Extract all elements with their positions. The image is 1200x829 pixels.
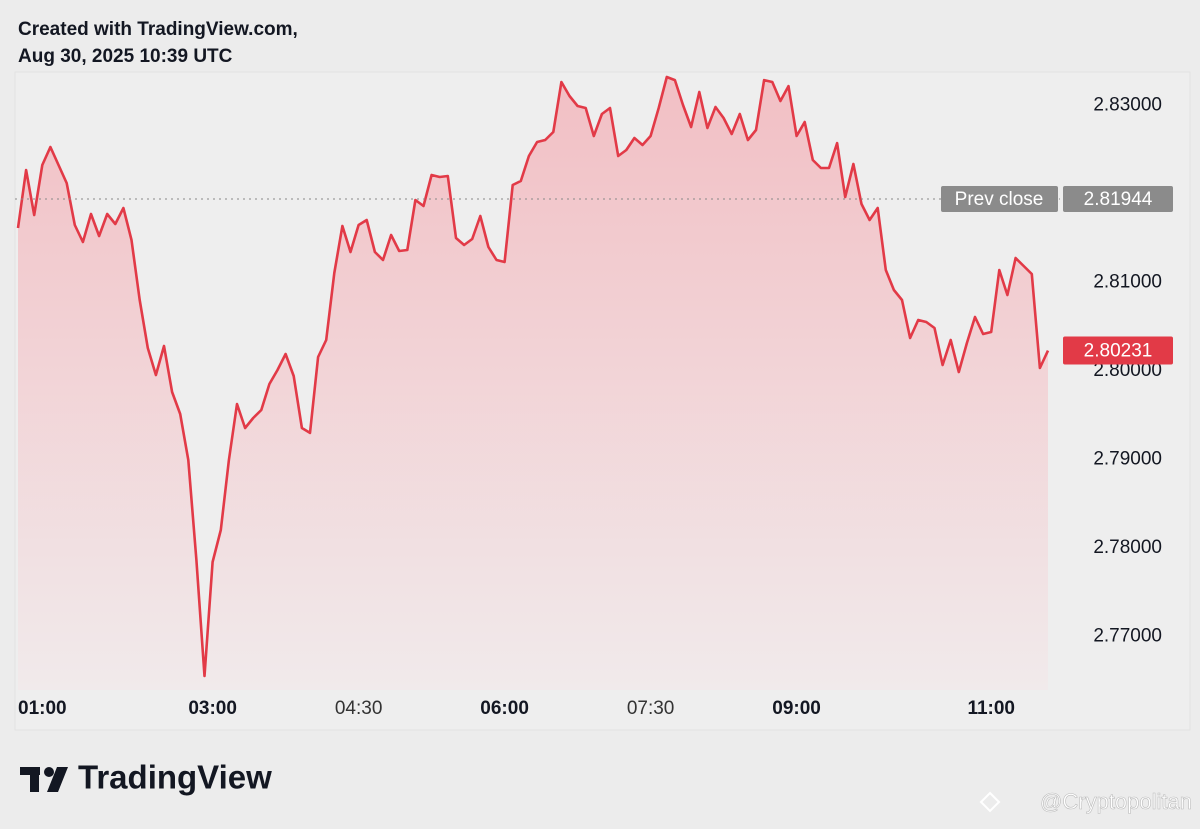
title: Created with TradingView.com,	[18, 19, 298, 40]
x-tick-label: 06:00	[480, 698, 529, 719]
watermark: @Cryptopolitan	[1040, 789, 1192, 814]
subtitle: Aug 30, 2025 10:39 UTC	[18, 46, 233, 67]
prev-close-text: Prev close	[955, 189, 1044, 210]
brand: TradingView	[78, 759, 272, 796]
x-tick-label: 03:00	[188, 698, 237, 719]
x-tick-label: 09:00	[772, 698, 821, 719]
watermark-icon	[979, 791, 1001, 813]
y-tick-label: 2.79000	[1093, 449, 1162, 470]
y-tick-label: 2.78000	[1093, 537, 1162, 558]
brand-logo	[20, 767, 68, 792]
price-line	[16, 75, 1050, 678]
prev-close-badge	[1063, 185, 1173, 212]
x-tick-label: 04:30	[335, 698, 383, 719]
area-fill	[18, 77, 1048, 690]
y-tick-label: 2.77000	[1093, 625, 1162, 646]
y-tick-label: 2.81000	[1093, 272, 1162, 293]
y-tick-label: 2.80000	[1093, 360, 1162, 381]
prev-close-value: 2.81944	[1084, 189, 1153, 210]
last-price-label: 2.80231	[1084, 341, 1153, 362]
last-price-badge	[1063, 336, 1173, 365]
y-tick-label: 2.83000	[1093, 95, 1162, 116]
x-tick-label: 11:00	[967, 698, 1015, 719]
x-tick-label: 07:30	[627, 698, 675, 719]
x-tick-label: 01:00	[18, 698, 67, 719]
prev-close-tag	[941, 185, 1058, 212]
